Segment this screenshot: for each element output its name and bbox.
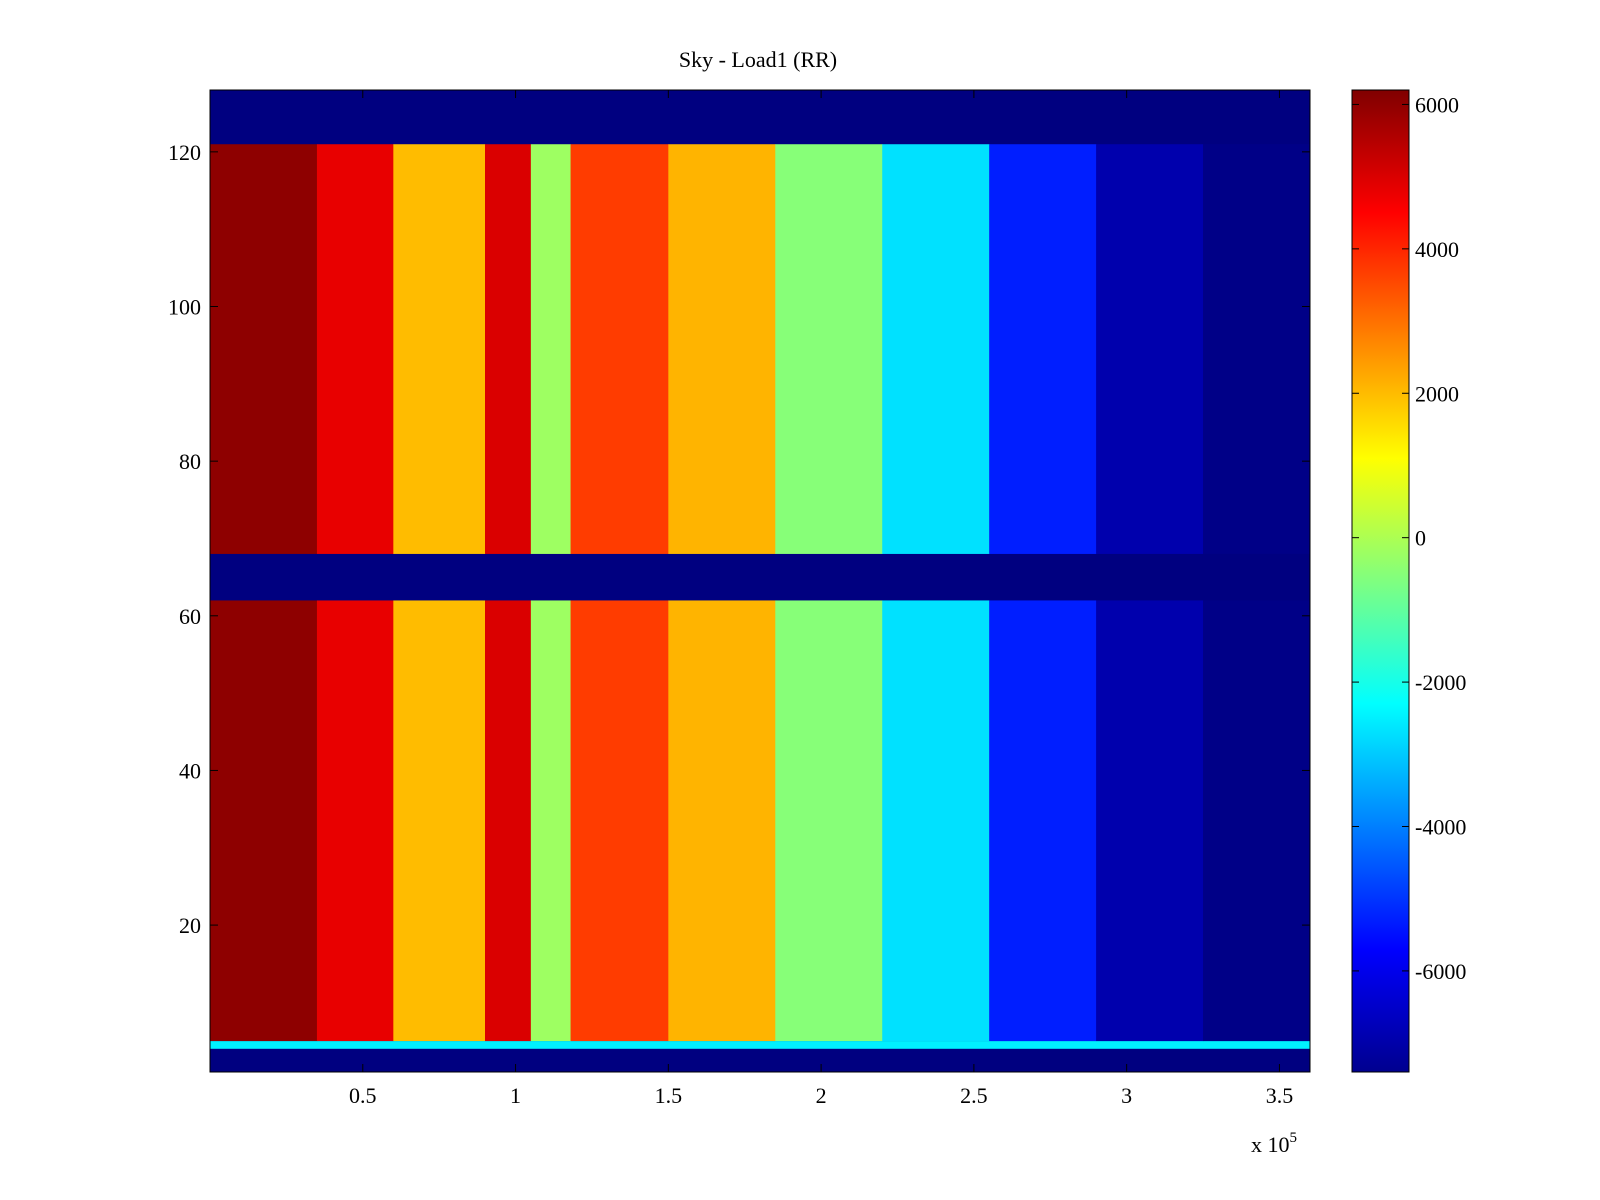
y-axis-ticks: 20 40 60 80 100 120: [168, 140, 1310, 938]
heatmap-cell-band-4-seg-7: [775, 144, 883, 554]
heatmap-cell-band-2-seg-10: [1096, 600, 1204, 1042]
x-scale-exponent: 5: [1290, 1130, 1298, 1146]
y-tick-label: 80: [179, 449, 201, 474]
x-tick-label: 2: [816, 1083, 827, 1108]
heatmap-cell-band-2-seg-5: [570, 600, 669, 1042]
colorbar-ticks: 6000 4000 2000 0 -2000 -4000 -6000: [1352, 92, 1466, 984]
y-tick-label: 40: [179, 758, 201, 783]
heatmap-band-1: [210, 1041, 1310, 1049]
colorbar-tick-label: 2000: [1415, 381, 1459, 406]
colorbar-tick-label: -2000: [1415, 670, 1466, 695]
x-scale-base: x 10: [1251, 1132, 1290, 1157]
heatmap-cell-band-2-seg-9: [989, 600, 1097, 1042]
x-tick-label: 0.5: [349, 1083, 377, 1108]
heatmap-band-5: [210, 90, 1310, 145]
heatmap-cell-band-4-seg-11: [1203, 144, 1311, 554]
heatmap-cell-band-4-seg-5: [570, 144, 669, 554]
colorbar-tick-label: -4000: [1415, 815, 1466, 840]
chart-title: Sky - Load1 (RR): [679, 47, 837, 72]
heatmap-cell-band-4-seg-8: [882, 144, 990, 554]
x-tick-label: 3: [1121, 1083, 1132, 1108]
heatmap-cell-band-4-seg-1: [316, 144, 394, 554]
colorbar-tick-label: -6000: [1415, 959, 1466, 984]
heatmap-band-3: [210, 553, 1310, 601]
colorbar-tick-label: 4000: [1415, 237, 1459, 262]
heatmap-cell-band-2-seg-7: [775, 600, 883, 1042]
heatmap-cell-band-4-seg-6: [668, 144, 776, 554]
colorbar-frame: [1351, 89, 1410, 1073]
heatmap-band-0: [210, 1048, 1310, 1072]
heatmap-cell-band-4-seg-10: [1096, 144, 1204, 554]
colorbar-tick-label: 6000: [1415, 92, 1459, 117]
x-tick-label: 1.5: [655, 1083, 683, 1108]
heatmap-cell-band-2-seg-6: [668, 600, 776, 1042]
x-tick-label: 2.5: [960, 1083, 988, 1108]
heatmap-cell-band-4-seg-9: [989, 144, 1097, 554]
heatmap-cell-band-2-seg-4: [530, 600, 572, 1042]
heatmap-cell-band-2-seg-0: [210, 600, 318, 1042]
heatmap-cell-band-4-seg-0: [210, 144, 318, 554]
x-tick-label: 1: [510, 1083, 521, 1108]
plot-frame: [209, 89, 1311, 1073]
heatmap-cell-band-2-seg-8: [882, 600, 990, 1042]
y-tick-label: 120: [168, 140, 201, 165]
colorbar-tick-label: 0: [1415, 526, 1426, 551]
heatmap-cell-band-2-seg-1: [316, 600, 394, 1042]
heatmap-plot: [210, 90, 1311, 1072]
y-tick-label: 60: [179, 604, 201, 629]
y-tick-label: 100: [168, 295, 201, 320]
heatmap-cell-band-4-seg-4: [530, 144, 572, 554]
x-tick-label: 3.5: [1266, 1083, 1294, 1108]
heatmap-cell-band-2-seg-2: [393, 600, 486, 1042]
heatmap-cell-band-4-seg-3: [485, 144, 532, 554]
colorbar: [1352, 90, 1409, 1072]
x-axis-ticks: 0.5 1 1.5 2 2.5 3 3.5: [349, 90, 1293, 1108]
y-tick-label: 20: [179, 913, 201, 938]
heatmap-cell-band-2-seg-3: [485, 600, 532, 1042]
heatmap-cell-band-4-seg-2: [393, 144, 486, 554]
heatmap-cell-band-2-seg-11: [1203, 600, 1311, 1042]
x-scale-label: x 105: [1251, 1130, 1297, 1157]
